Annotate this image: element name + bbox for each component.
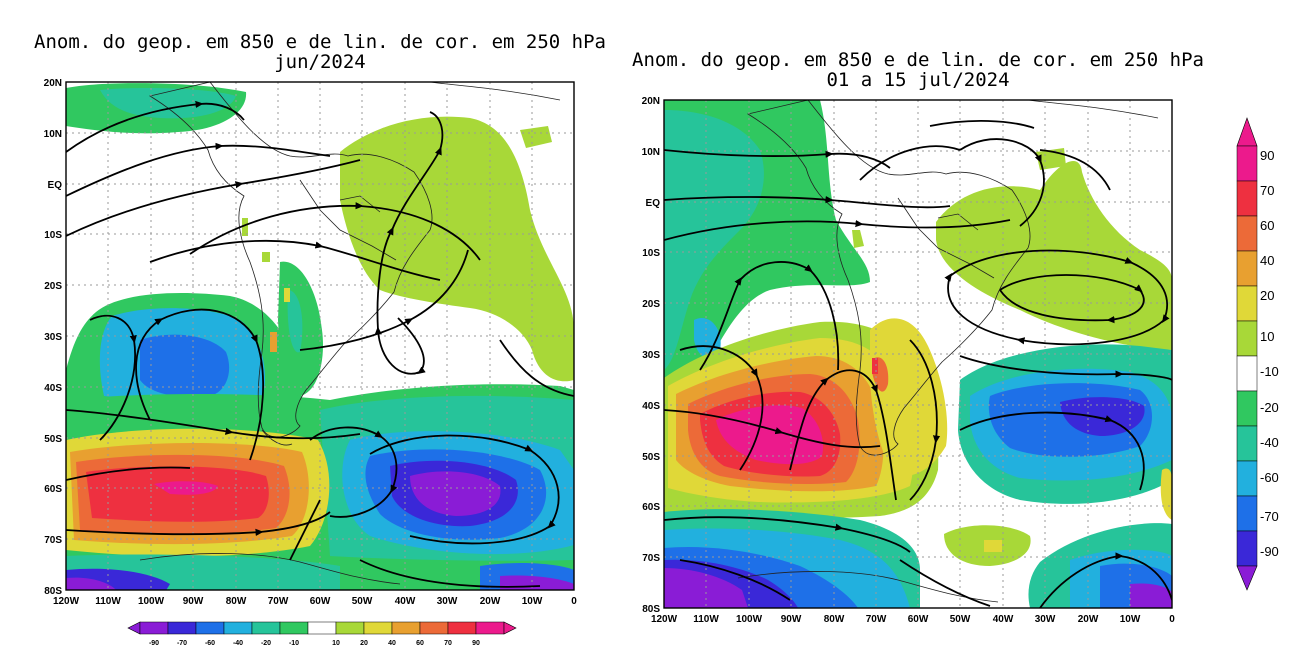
colorbar-label: -60 [1260,470,1279,485]
lon-tick-label: 100W [138,596,165,607]
lat-tick-label: 80S [44,586,62,597]
lon-tick-label: 100W [736,614,763,625]
map-frame [65,81,575,591]
lon-tick-label: 90W [781,614,802,625]
colorbar-label: -40 [233,640,243,647]
colorbar-label: 10 [1260,329,1274,344]
lat-tick-label: 20N [642,96,660,107]
lat-tick-label: 50S [642,452,660,463]
colorbar-label: -10 [289,640,299,647]
colorbar-label: 20 [1260,288,1274,303]
colorbar-label: 60 [416,640,424,647]
panel-01-15-jul-2024: Anom. do geop. em 850 e de lin. de cor. … [632,49,1204,625]
map-frame [663,99,1173,609]
lat-tick-label: 50S [44,434,62,445]
lon-tick-label: 20W [1078,614,1099,625]
lon-tick-label: 70W [866,614,887,625]
lat-axis: 20N 10N EQ 10S 20S 30S 40S 50S 60S 70S 8… [642,96,661,615]
lat-tick-label: 10N [44,129,62,140]
lat-tick-label: 10N [642,147,660,158]
colorbar-vertical: 90 70 60 40 20 10 -10 -20 -40 -60 -70 -9… [1236,117,1279,591]
colorbar-label: -20 [261,640,271,647]
colorbar-label: -90 [149,640,159,647]
lat-tick-label: 40S [44,383,62,394]
colorbar-label: -20 [1260,400,1279,415]
streamlines [664,120,1172,608]
lon-tick-label: 90W [183,596,204,607]
lon-tick-label: 30W [437,596,458,607]
lon-tick-label: 10W [522,596,543,607]
lat-tick-label: 30S [642,350,660,361]
colorbar-label: 70 [1260,183,1274,198]
colorbar-label: 40 [1260,253,1274,268]
lat-tick-label: 60S [44,484,62,495]
lon-tick-label: 80W [226,596,247,607]
colorbar-label: 20 [360,640,368,647]
lon-tick-label: 80W [824,614,845,625]
colorbar-label: 90 [472,640,480,647]
lon-tick-label: 120W [651,614,678,625]
panel-title-line2: jun/2024 [274,51,366,73]
lat-tick-label: 60S [642,502,660,513]
lon-tick-label: 0 [1169,614,1175,625]
lon-tick-label: 50W [352,596,373,607]
lat-tick-label: 80S [642,604,660,615]
lon-tick-label: 110W [693,614,719,625]
colorbar-label: -70 [177,640,187,647]
colorbar-label: -40 [1260,435,1279,450]
lat-tick-label: 10S [642,248,660,259]
lon-tick-label: 60W [908,614,929,625]
lat-tick-label: 20S [44,281,62,292]
coastlines [139,82,561,585]
colorbar-label: 10 [332,640,340,647]
lat-tick-label: EQ [48,180,63,191]
colorbar-label: 40 [388,640,396,647]
lat-tick-label: 20N [44,78,62,89]
lon-tick-label: 10W [1120,614,1141,625]
colorbar-label: -60 [205,640,215,647]
coastlines [737,100,1159,603]
panel-title-line2: 01 a 15 jul/2024 [826,69,1009,91]
lon-tick-label: 120W [53,596,80,607]
lon-tick-label: 40W [395,596,416,607]
lon-tick-label: 40W [993,614,1014,625]
lon-tick-label: 70W [268,596,289,607]
lat-tick-label: 70S [44,535,62,546]
colorbar-label: 70 [444,640,452,647]
colorbar-label: -70 [1260,509,1279,524]
colorbar-horizontal: -90 -70 -60 -40 -20 -10 10 20 40 60 70 9… [127,621,517,647]
lon-tick-label: 30W [1035,614,1056,625]
panel-jun-2024: Anom. do geop. em 850 e de lin. de cor. … [34,31,606,647]
panel-title-line1: Anom. do geop. em 850 e de lin. de cor. … [34,31,606,53]
lon-tick-label: 0 [571,596,577,607]
lon-tick-label: 60W [310,596,331,607]
streamlines [66,100,574,588]
lat-tick-label: 20S [642,299,660,310]
lat-tick-label: EQ [646,198,661,209]
panel-title-line1: Anom. do geop. em 850 e de lin. de cor. … [632,49,1204,71]
lat-axis: 20N 10N EQ 10S 20S 30S 40S 50S 60S 70S 8… [44,78,63,597]
lat-tick-label: 30S [44,332,62,343]
lon-tick-label: 110W [95,596,121,607]
colorbar-label: 60 [1260,218,1274,233]
lat-tick-label: 10S [44,230,62,241]
lat-tick-label: 40S [642,401,660,412]
lon-axis: 120W 110W 100W 90W 80W 70W 60W 50W 40W 3… [53,596,577,607]
lon-tick-label: 20W [480,596,501,607]
colorbar-label: 90 [1260,148,1274,163]
lon-tick-label: 50W [950,614,971,625]
colorbar-label: -90 [1260,544,1279,559]
map-grid [664,100,1172,608]
lon-axis: 120W 110W 100W 90W 80W 70W 60W 50W 40W 3… [651,614,1175,625]
lat-tick-label: 70S [642,553,660,564]
colorbar-label: -10 [1260,364,1279,379]
